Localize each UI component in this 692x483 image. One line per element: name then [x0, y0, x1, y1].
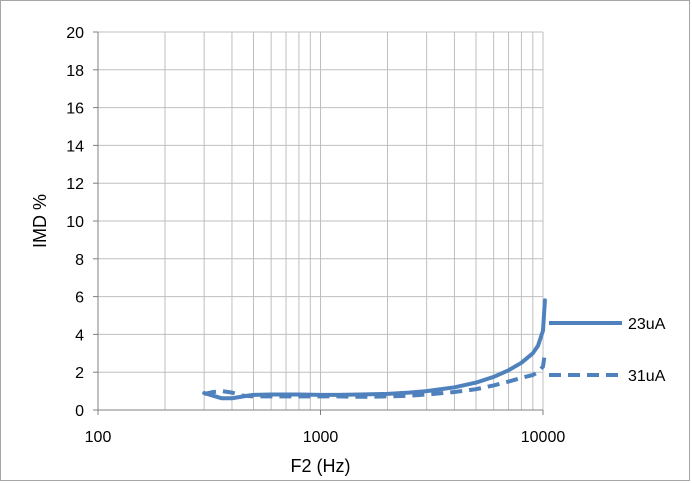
y-tick-label: 6 — [75, 290, 84, 307]
y-tick-label: 4 — [75, 327, 84, 344]
y-tick-label: 20 — [66, 25, 84, 42]
x-axis-title: F2 (Hz) — [291, 456, 351, 476]
y-tick-label: 12 — [66, 176, 84, 193]
tick-labels: 0 2 4 6 8 10 12 14 16 18 20 100 1000 10000 — [66, 25, 565, 446]
y-axis-title: IMD % — [30, 194, 50, 248]
legend-label-31ua: 31uA — [628, 368, 666, 385]
y-tick-label: 14 — [66, 138, 84, 155]
x-tick-label: 1000 — [303, 429, 339, 446]
x-tick-label: 100 — [85, 429, 112, 446]
grid — [98, 31, 544, 410]
series-lines — [202, 298, 547, 401]
y-tick-label: 2 — [75, 365, 84, 382]
y-tick-label: 10 — [66, 214, 84, 231]
x-tick-label: 10000 — [521, 429, 566, 446]
y-tick-label: 18 — [66, 63, 84, 80]
y-tick-label: 0 — [75, 403, 84, 420]
axes — [93, 31, 544, 415]
legend-label-23ua: 23uA — [628, 316, 666, 333]
legend: 23uA 31uA — [549, 316, 666, 385]
y-tick-label: 16 — [66, 101, 84, 118]
y-tick-label: 8 — [75, 252, 84, 269]
